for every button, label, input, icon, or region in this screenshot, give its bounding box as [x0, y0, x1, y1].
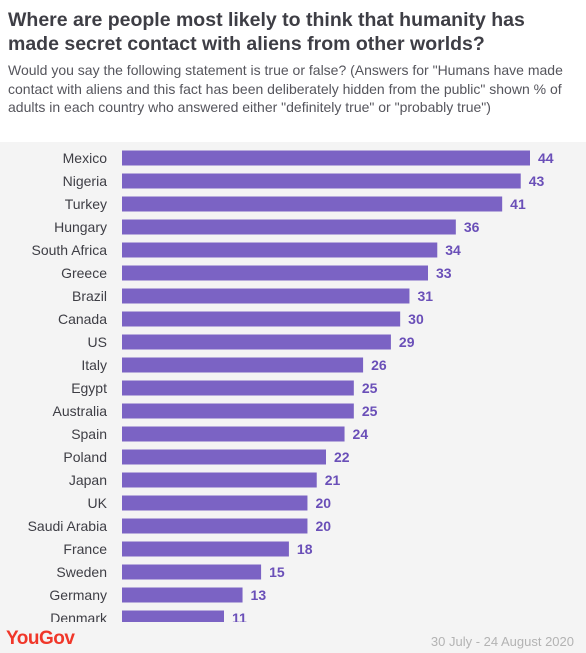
bar [122, 334, 391, 350]
bar [122, 288, 410, 304]
bar [122, 380, 354, 396]
bar [122, 541, 289, 557]
chart-subtitle: Would you say the following statement is… [8, 62, 563, 115]
category-label: Saudi Arabia [28, 518, 108, 534]
bar [122, 587, 243, 603]
category-label: US [88, 334, 107, 350]
value-label: 30 [408, 311, 424, 327]
value-label: 21 [325, 472, 341, 488]
value-label: 25 [362, 403, 378, 419]
category-label: Turkey [65, 196, 107, 212]
value-label: 26 [371, 357, 387, 373]
value-label: 11 [232, 610, 247, 622]
category-label: South Africa [32, 242, 108, 258]
value-label: 43 [529, 173, 545, 189]
bar [122, 564, 262, 580]
bar [122, 403, 354, 419]
value-label: 24 [353, 426, 369, 442]
category-label: Nigeria [63, 173, 108, 189]
value-label: 29 [399, 334, 415, 350]
bar [122, 449, 326, 465]
category-label: Denmark [50, 610, 108, 622]
category-label: France [63, 541, 107, 557]
category-label: Sweden [56, 564, 107, 580]
value-label: 33 [436, 265, 452, 281]
category-label: Germany [49, 587, 107, 603]
bar [122, 196, 503, 212]
bar [122, 242, 438, 258]
yougov-logo: YouGov [6, 628, 75, 649]
value-label: 44 [538, 150, 554, 166]
category-label: Spain [71, 426, 107, 442]
bar [122, 173, 521, 189]
category-label: Italy [81, 357, 107, 373]
category-label: Australia [53, 403, 108, 419]
value-label: 20 [315, 518, 331, 534]
bar [122, 610, 224, 622]
chart-header: Where are people most likely to think th… [0, 0, 586, 140]
value-label: 13 [251, 587, 267, 603]
bar [122, 472, 317, 488]
bar [122, 518, 308, 534]
value-label: 15 [269, 564, 285, 580]
value-label: 36 [464, 219, 480, 235]
value-label: 20 [315, 495, 331, 511]
category-label: Brazil [72, 288, 107, 304]
category-label: Hungary [54, 219, 107, 235]
bar [122, 426, 345, 442]
category-label: Poland [63, 449, 107, 465]
value-label: 31 [417, 288, 433, 304]
value-label: 41 [510, 196, 526, 212]
bar [122, 150, 530, 166]
value-label: 25 [362, 380, 378, 396]
bar [122, 357, 364, 373]
category-label: Egypt [71, 380, 107, 396]
category-label: Greece [61, 265, 107, 281]
bar [122, 265, 428, 281]
category-label: Mexico [63, 150, 108, 166]
bar [122, 311, 401, 327]
category-label: UK [88, 495, 108, 511]
value-label: 22 [334, 449, 350, 465]
value-label: 18 [297, 541, 313, 557]
category-label: Japan [69, 472, 107, 488]
value-label: 34 [445, 242, 461, 258]
bar [122, 219, 456, 235]
bar-chart: Mexico 44 Nigeria 43 Turkey 41 Hungary 36 South … [28, 150, 554, 622]
bar [122, 495, 308, 511]
chart-title: Where are people most likely to think th… [8, 9, 525, 55]
category-label: Canada [58, 311, 107, 327]
fieldwork-date: 30 July - 24 August 2020 [430, 634, 574, 649]
